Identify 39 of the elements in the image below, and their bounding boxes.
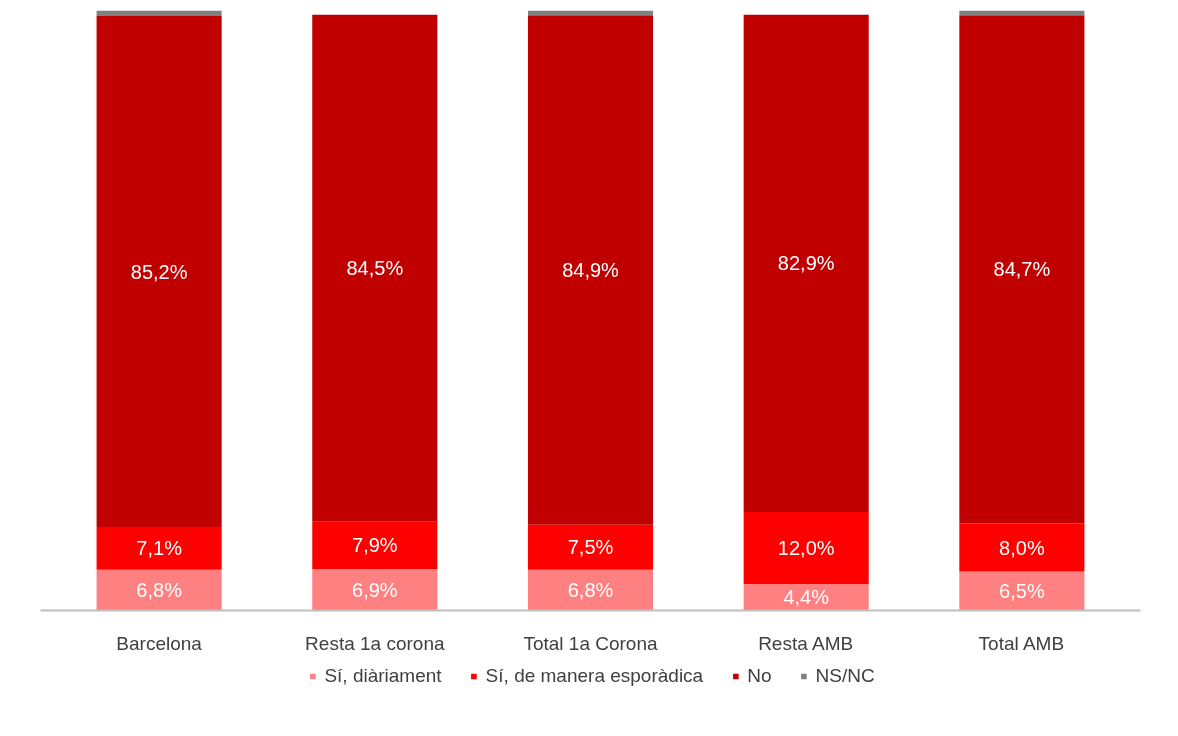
bar <box>96 10 222 16</box>
data-label: 7,1% <box>136 537 183 560</box>
data-label: 4,4% <box>783 586 830 609</box>
x-tick-label: Total AMB <box>978 632 1065 654</box>
data-label: 85,2% <box>130 260 188 283</box>
x-tick-label: Total 1a Corona <box>523 632 658 654</box>
x-tick-label: Resta 1a corona <box>305 632 445 654</box>
bar <box>959 571 1085 611</box>
legend-label: NS/NC <box>815 665 875 687</box>
bar <box>527 524 654 570</box>
data-label: 7,9% <box>352 534 398 557</box>
x-tick-label: Barcelona <box>116 632 203 654</box>
bar <box>743 14 869 513</box>
bar <box>312 14 438 522</box>
bar <box>96 15 222 528</box>
legend-label: Sí, de manera esporàdica <box>485 665 704 687</box>
bar <box>312 521 438 570</box>
bar <box>96 569 222 611</box>
legend-label: Sí, diàriament <box>324 665 442 687</box>
data-label: 6,9% <box>352 578 398 601</box>
bar <box>527 15 654 525</box>
data-label: 6,8% <box>136 579 183 602</box>
bar <box>527 569 654 611</box>
data-label: 82,9% <box>777 252 835 275</box>
bar <box>959 15 1085 524</box>
data-label: 12,0% <box>777 537 835 560</box>
legend-label: No <box>747 665 772 687</box>
data-label: 6,5% <box>999 580 1045 602</box>
data-label: 8,0% <box>999 536 1045 559</box>
bar <box>96 527 222 570</box>
data-label: 84,9% <box>562 259 620 281</box>
data-label: 84,7% <box>993 258 1051 281</box>
bar <box>312 569 438 611</box>
data-label: 84,5% <box>346 257 404 280</box>
data-label: 7,5% <box>567 536 614 559</box>
bar <box>743 512 869 585</box>
data-label: 6,8% <box>567 579 614 602</box>
bar <box>959 523 1085 572</box>
x-tick-label: Resta AMB <box>758 632 854 654</box>
